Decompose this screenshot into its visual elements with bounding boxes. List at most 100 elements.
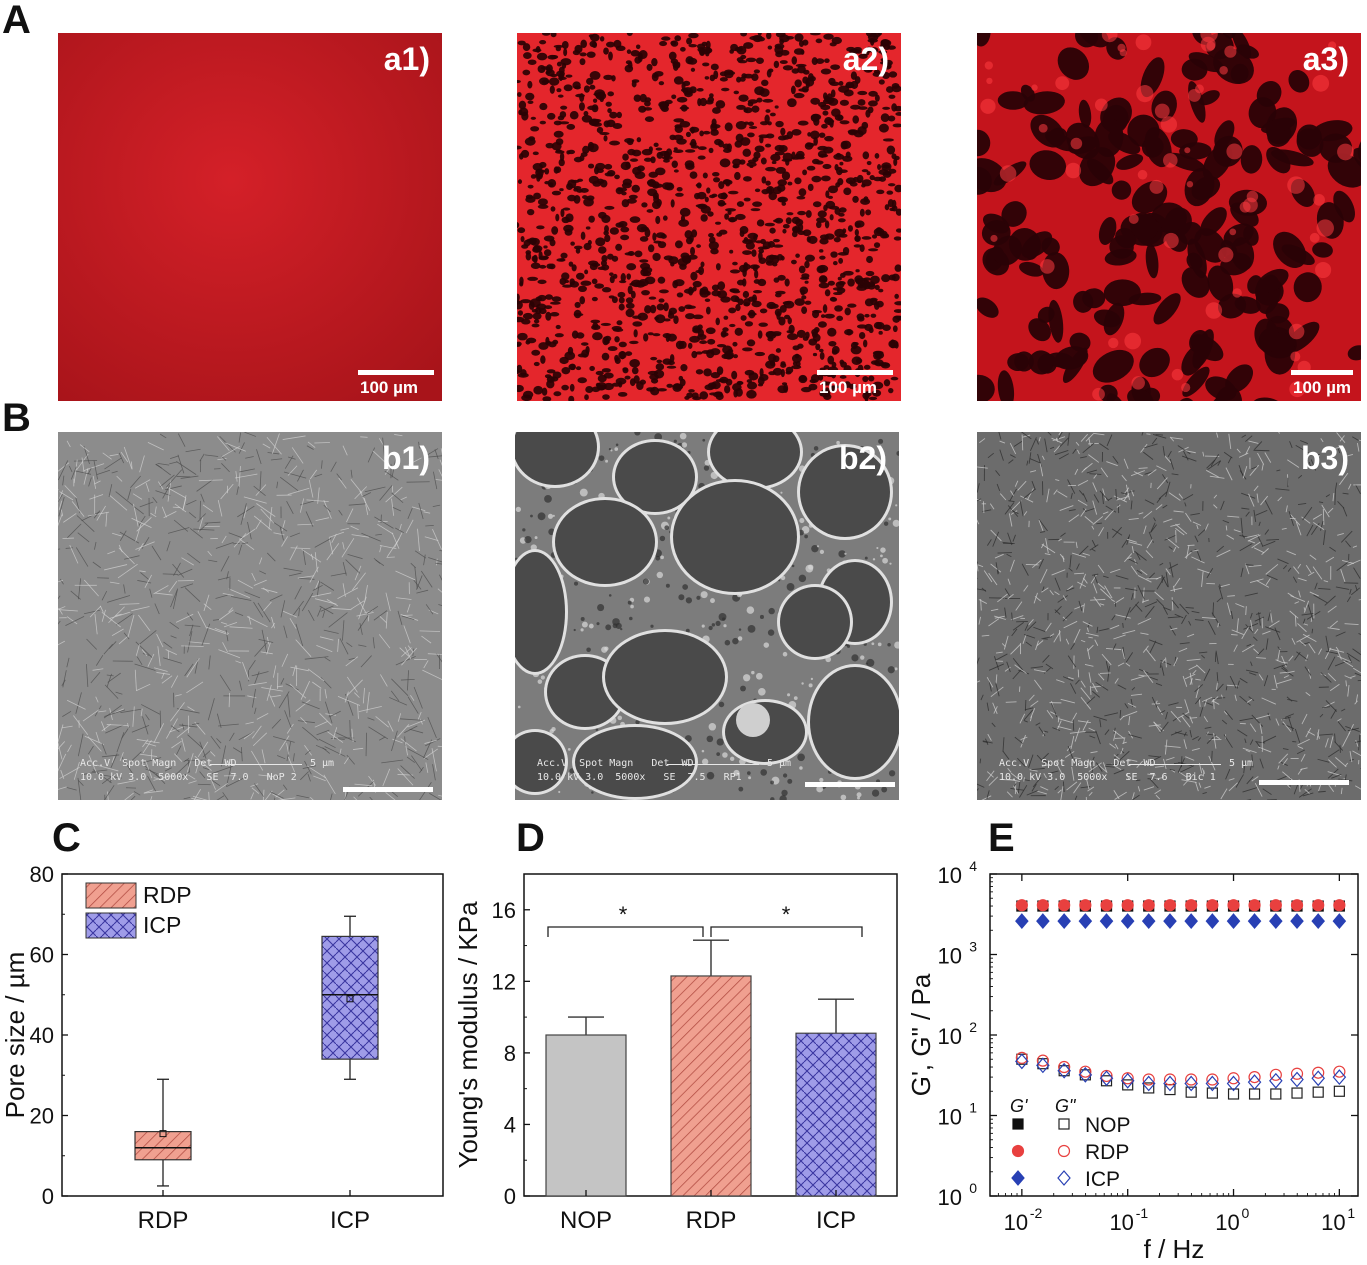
mean-marker: [159, 1130, 167, 1138]
data-point: [1078, 1066, 1093, 1083]
chart-d: 0 4 8 12 16 Young's modulus / KPa NOP RDP ICP * *: [453, 873, 898, 1234]
significance-marker: *: [782, 902, 791, 927]
sem-info-header: Acc.V Spot Magn Det WD: [537, 758, 694, 769]
data-point: [1163, 1073, 1177, 1086]
data-point: [1290, 913, 1304, 930]
data-point: [1332, 1069, 1347, 1086]
data-point: [1247, 913, 1262, 930]
legend-label: RDP: [1085, 1141, 1129, 1164]
data-point: [1057, 1062, 1071, 1079]
panel-label-e: E: [988, 816, 1015, 860]
x-tick-label: RDP: [686, 1207, 737, 1234]
data-point: [1036, 899, 1049, 912]
legend-label: ICP: [143, 912, 181, 938]
data-point: [1269, 899, 1282, 912]
panel-label-b: B: [2, 396, 31, 440]
data-point: [1015, 913, 1029, 930]
y-tick-label: 8: [504, 1041, 516, 1066]
data-point: [1269, 913, 1283, 930]
data-point: [1120, 1072, 1135, 1089]
data-point: [1333, 1065, 1346, 1078]
data-point: [1015, 1051, 1028, 1064]
scale-bar: [1259, 780, 1349, 785]
data-point: [1036, 1054, 1049, 1067]
data-point: [1099, 1070, 1114, 1087]
scale-bar: [343, 787, 433, 792]
sem-info-values: 10.0 kV 3.0 5000x SE 7.5 RP1: [537, 772, 742, 783]
sem-bar-label: 5 µm: [310, 758, 335, 769]
x-tick-exponent: 1: [1347, 1205, 1355, 1221]
bar-rdp: [670, 975, 752, 1197]
y-tick-label: 80: [30, 862, 54, 887]
scale-bar-label: 100 µm: [1293, 378, 1351, 397]
sem-internal-bar: [667, 764, 759, 765]
data-point: [1227, 1072, 1240, 1085]
sem-info-header: Acc.V Spot Magn Det WD: [80, 758, 237, 769]
data-point: [1057, 913, 1071, 930]
legend-marker-open: [1057, 1144, 1071, 1158]
legend-header-loss: G": [1055, 1096, 1077, 1116]
panel-label-d: D: [516, 816, 545, 860]
scale-bar-label: 100 µm: [819, 378, 877, 397]
y-tick-exponent: 2: [969, 1019, 977, 1035]
data-point: [1015, 1053, 1029, 1070]
data-point: [1141, 913, 1156, 930]
y-tick-label: 16: [492, 898, 516, 923]
y-tick-label: 10: [938, 1185, 962, 1210]
data-point: [1312, 1066, 1325, 1079]
data-point: [1290, 899, 1304, 912]
image-label: a1): [383, 41, 430, 77]
data-point: [1121, 1072, 1134, 1085]
legend-header-storage: G': [1010, 1096, 1028, 1116]
image-label: a3): [1302, 41, 1349, 77]
data-point: [1248, 899, 1261, 912]
y-tick-label: 20: [30, 1104, 54, 1129]
data-point: [1058, 1065, 1070, 1077]
data-point: [1163, 899, 1177, 912]
data-point: [1037, 1058, 1049, 1070]
data-point: [1205, 1075, 1220, 1092]
legend-marker-filled: [1011, 1144, 1025, 1158]
fluorescence-image-a1: a1) 100 µm: [58, 33, 442, 401]
data-point: [1291, 1087, 1303, 1099]
y-tick-label: 10: [938, 944, 962, 969]
data-point: [1226, 1075, 1241, 1092]
scale-bar: [817, 370, 893, 375]
image-label: b3): [1301, 440, 1349, 476]
legend-swatch: [85, 912, 137, 939]
y-axis-title: Pore size / µm: [0, 952, 30, 1119]
data-point: [1248, 1088, 1261, 1100]
y-tick-label: 0: [42, 1184, 54, 1209]
legend-label: NOP: [1085, 1114, 1131, 1137]
bar-nop: [545, 1034, 627, 1197]
y-tick-label: 60: [30, 943, 54, 968]
data-point: [1227, 899, 1240, 912]
panel-label-c: C: [52, 816, 81, 860]
data-point: [1079, 1065, 1092, 1078]
x-tick-label: RDP: [138, 1207, 189, 1234]
sem-bar-label: 5 µm: [767, 758, 792, 769]
x-tick-label: 10: [1109, 1210, 1133, 1235]
chart-c: 0 20 40 60 80 Pore size / µm RDP ICP RDP ICP: [0, 862, 444, 1234]
sem-image-b3: b3) Acc.V Spot Magn Det WD 10.0 kV 3.0 5…: [977, 432, 1361, 800]
data-point: [1079, 899, 1092, 912]
sem-info-values: 10.0 kV 3.0 5000x SE 7.0 NoP 2: [80, 772, 297, 783]
x-tick-label: 10: [1321, 1210, 1345, 1235]
sem-image-b2: b2) Acc.V Spot Magn Det WD 10.0 kV 3.0 5…: [515, 432, 899, 800]
data-point: [1163, 913, 1177, 930]
data-point: [1099, 913, 1114, 930]
box-icp: [321, 935, 379, 1060]
data-point: [1206, 1073, 1219, 1086]
data-point: [1206, 899, 1219, 912]
y-tick-exponent: 4: [969, 858, 977, 874]
y-tick-label: 12: [492, 969, 516, 994]
data-point: [1312, 899, 1325, 912]
chart-e: 10 010 110 210 310 410 -2 10 -1 10 0 10 1f / HzG', G…: [906, 858, 1359, 1264]
data-point: [1015, 899, 1028, 912]
x-tick-label: ICP: [816, 1207, 856, 1234]
bar-icp: [795, 1032, 877, 1197]
data-point: [1036, 1057, 1050, 1074]
y-tick-label: 0: [504, 1184, 516, 1209]
data-point: [1311, 913, 1325, 930]
data-point: [1269, 1068, 1282, 1081]
